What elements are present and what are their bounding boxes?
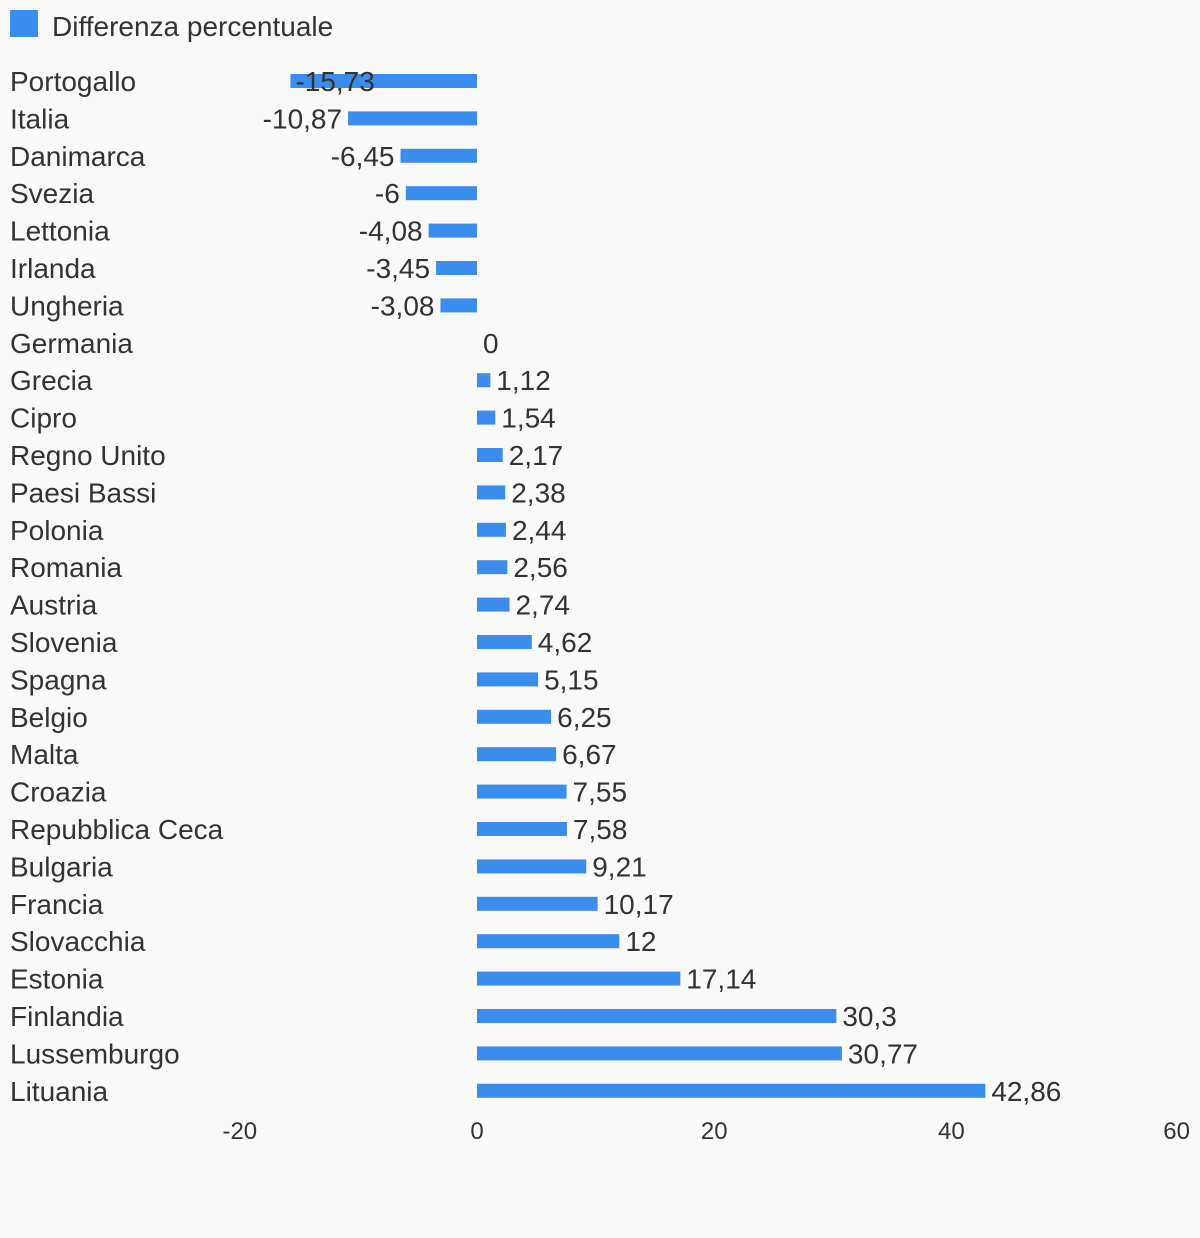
data-label: 42,86 [991,1076,1061,1107]
category-label: Francia [10,889,104,920]
category-labels: Portogallo Italia Danimarca Svezia Lettonia I… [10,66,224,1107]
bar [290,74,477,88]
bar [477,1009,837,1023]
data-label: 2,74 [515,590,570,621]
x-axis-ticks: -20 0 20 40 60 [222,1118,1190,1145]
data-label: 0 [483,328,499,359]
bar [436,261,477,275]
category-label: Grecia [10,365,93,396]
x-tick-label: 0 [470,1118,483,1145]
category-label: Lituania [10,1076,109,1107]
bar [477,859,587,874]
data-label: 2,17 [509,440,564,471]
bar [400,148,477,163]
category-label: Lettonia [10,216,110,247]
data-label: 6,67 [562,739,617,770]
bar [477,1046,842,1061]
data-label: 9,21 [592,851,647,882]
bar [477,1083,986,1098]
data-label: 7,55 [573,777,628,808]
data-label: 10,17 [604,889,674,920]
data-label: 12 [625,926,656,957]
data-label: 2,38 [511,477,566,508]
category-label: Bulgaria [10,851,113,882]
category-label: Danimarca [10,141,146,172]
category-label: Finlandia [10,1001,124,1032]
bar [477,485,506,500]
bar [477,896,598,911]
data-label: -15,73 [295,66,374,97]
category-label: Svezia [10,178,94,209]
category-label: Austria [10,590,98,621]
category-label: Slovacchia [10,926,146,957]
bar [477,373,491,388]
bars [290,74,986,1098]
bar [440,298,477,313]
category-label: Cipro [10,403,77,434]
bar [477,971,681,986]
data-label: 6,25 [557,702,612,733]
category-label: Polonia [10,515,104,546]
legend-label: Differenza percentuale [52,11,333,42]
data-label: 1,54 [501,403,556,434]
bar [405,186,477,201]
data-label: -3,08 [371,290,435,321]
bar [477,410,496,425]
data-label: 4,62 [538,627,593,658]
data-label: 30,3 [842,1001,897,1032]
bar [477,635,532,649]
data-label: -6 [375,178,400,209]
x-tick-label: 60 [1163,1118,1190,1145]
category-label: Ungheria [10,290,124,321]
category-label: Belgio [10,702,88,733]
data-label: -10,87 [263,103,342,134]
bar [477,448,503,462]
data-label: 7,58 [573,814,628,845]
bar [428,223,477,238]
data-label: -3,45 [366,253,430,284]
data-label: 2,56 [513,552,568,583]
x-tick-label: 40 [938,1118,965,1145]
category-label: Lussemburgo [10,1038,180,1069]
bar [477,784,567,799]
category-label: Regno Unito [10,440,166,471]
data-label: 17,14 [686,964,756,995]
category-label: Romania [10,552,122,583]
legend: Differenza percentuale [10,10,333,42]
category-label: Italia [10,103,70,134]
bar [477,672,539,687]
data-label: 30,77 [848,1038,918,1069]
bar [348,111,477,126]
category-label: Repubblica Ceca [10,814,224,845]
data-label: -4,08 [359,216,423,247]
bar [477,560,508,575]
data-label: 5,15 [544,664,599,695]
legend-swatch [10,10,38,37]
category-label: Paesi Bassi [10,477,156,508]
data-label: 1,12 [496,365,551,396]
category-label: Croazia [10,777,107,808]
bar [477,934,620,949]
bar [477,822,567,836]
category-label: Germania [10,328,133,359]
category-label: Portogallo [10,66,136,97]
data-label: 2,44 [512,515,566,546]
bar [477,747,557,762]
data-label: -6,45 [331,141,395,172]
category-label: Malta [10,739,79,770]
bar [477,522,506,537]
category-label: Irlanda [10,253,96,284]
x-tick-label: -20 [222,1118,257,1145]
category-label: Slovenia [10,627,118,658]
bar [477,597,510,612]
value-labels: -15,73 -10,87 -6,45 -6 -4,08 -3,45 -3,08 0 1,12 1… [263,66,1062,1107]
x-tick-label: 20 [701,1118,728,1145]
bar [477,709,552,724]
category-label: Estonia [10,964,104,995]
category-label: Spagna [10,664,107,695]
